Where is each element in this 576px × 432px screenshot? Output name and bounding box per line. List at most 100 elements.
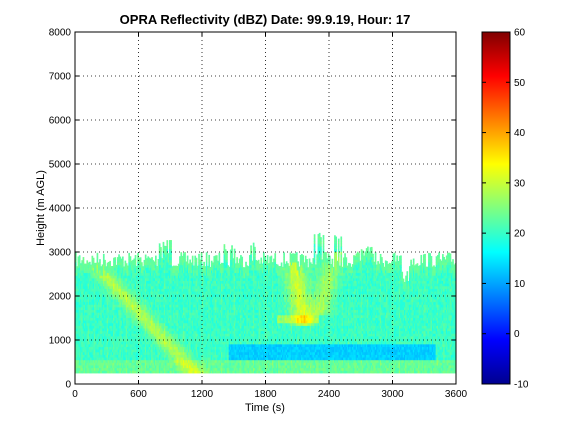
heatmap-cell [94,312,96,316]
heatmap-cell [135,270,138,274]
heatmap-cell [124,270,127,274]
heatmap-cell [80,351,82,355]
heatmap-cell [85,272,87,276]
heatmap-cell [132,296,134,300]
heatmap-cell [90,328,92,332]
heatmap-cell [138,309,141,313]
heatmap-cell [92,320,95,324]
heatmap-cell [101,351,104,355]
heatmap-cell [75,288,77,292]
heatmap-cell [99,341,101,345]
heatmap-cell [94,370,96,374]
heatmap-cell [144,304,147,308]
heatmap-cell [139,330,142,334]
heatmap-cell [87,328,90,332]
heatmap-cell [101,264,104,268]
heatmap-cell [83,264,86,268]
heatmap-cell [146,258,148,260]
heatmap-cell [77,301,80,305]
heatmap-cell [198,256,200,260]
heatmap-cell [116,267,119,271]
heatmap-cell [83,325,86,329]
heatmap-cell [76,370,78,374]
heatmap-cell [78,264,81,268]
heatmap-cell [94,320,96,324]
heatmap-cell [125,357,128,361]
heatmap-cell [116,275,119,279]
heatmap-cell [83,307,86,311]
heatmap-cell [104,336,106,340]
heatmap-cell [86,291,89,295]
heatmap-cell [130,307,133,311]
heatmap-cell [76,277,78,281]
heatmap-cell [132,299,134,303]
heatmap-cell [113,330,115,334]
heatmap-cell [129,354,132,358]
heatmap-cell [115,333,118,337]
heatmap-cell [108,275,110,279]
heatmap-cell [143,365,146,369]
heatmap-cell [82,291,85,295]
heatmap-cell [149,346,152,350]
heatmap-cell [96,307,99,311]
heatmap-cell [123,330,125,334]
heatmap-cell [110,325,113,329]
heatmap-cell [130,354,133,358]
heatmap-cell [114,370,117,374]
heatmap-cell [94,285,96,289]
heatmap-cell [133,277,136,281]
heatmap-cell [110,343,113,347]
heatmap-column [92,257,95,374]
heatmap-cell [118,291,120,295]
heatmap-cell [116,280,119,284]
heatmap-cell [135,317,138,321]
heatmap-cell [87,304,90,308]
heatmap-cell [129,317,132,321]
heatmap-cell [119,285,122,289]
heatmap-cell [120,283,123,287]
heatmap-cell [100,291,103,295]
heatmap-cell [85,365,87,369]
heatmap-cell [86,370,89,374]
heatmap-cell [101,267,104,271]
heatmap-cell [99,259,101,260]
heatmap-cell [81,370,84,374]
heatmap-cell [86,330,89,334]
heatmap-cell [138,264,141,268]
heatmap-cell [86,359,89,363]
heatmap-cell [121,320,124,324]
heatmap-cell [120,322,123,326]
heatmap-cell [144,370,147,374]
heatmap-cell [108,328,110,332]
heatmap-cell [152,365,155,369]
heatmap-cell [99,272,101,276]
heatmap-cell [146,336,148,340]
heatmap-cell [139,307,142,311]
heatmap-cell [104,288,106,292]
heatmap-cell [97,275,100,279]
heatmap-cell [142,312,144,316]
heatmap-cell [113,351,115,355]
heatmap-column [115,264,118,374]
heatmap-cell [81,272,84,276]
heatmap-cell [106,277,109,281]
heatmap-cell [78,275,81,279]
heatmap-cell [102,304,105,308]
heatmap-cell [138,370,141,374]
heatmap-cell [132,277,134,281]
heatmap-cell [132,288,134,292]
heatmap-cell [105,367,108,371]
heatmap-cell [113,307,115,311]
heatmap-cell [96,341,99,345]
heatmap-cell [184,256,186,260]
heatmap-cell [121,312,124,316]
heatmap-cell [77,296,80,300]
heatmap-cell [88,325,91,329]
heatmap-cell [128,359,131,363]
heatmap-cell [149,283,152,287]
heatmap-cell [130,330,133,334]
heatmap-cell [143,328,146,332]
heatmap-cell [148,365,151,369]
heatmap-cell [135,285,138,289]
heatmap-cell [124,320,127,324]
